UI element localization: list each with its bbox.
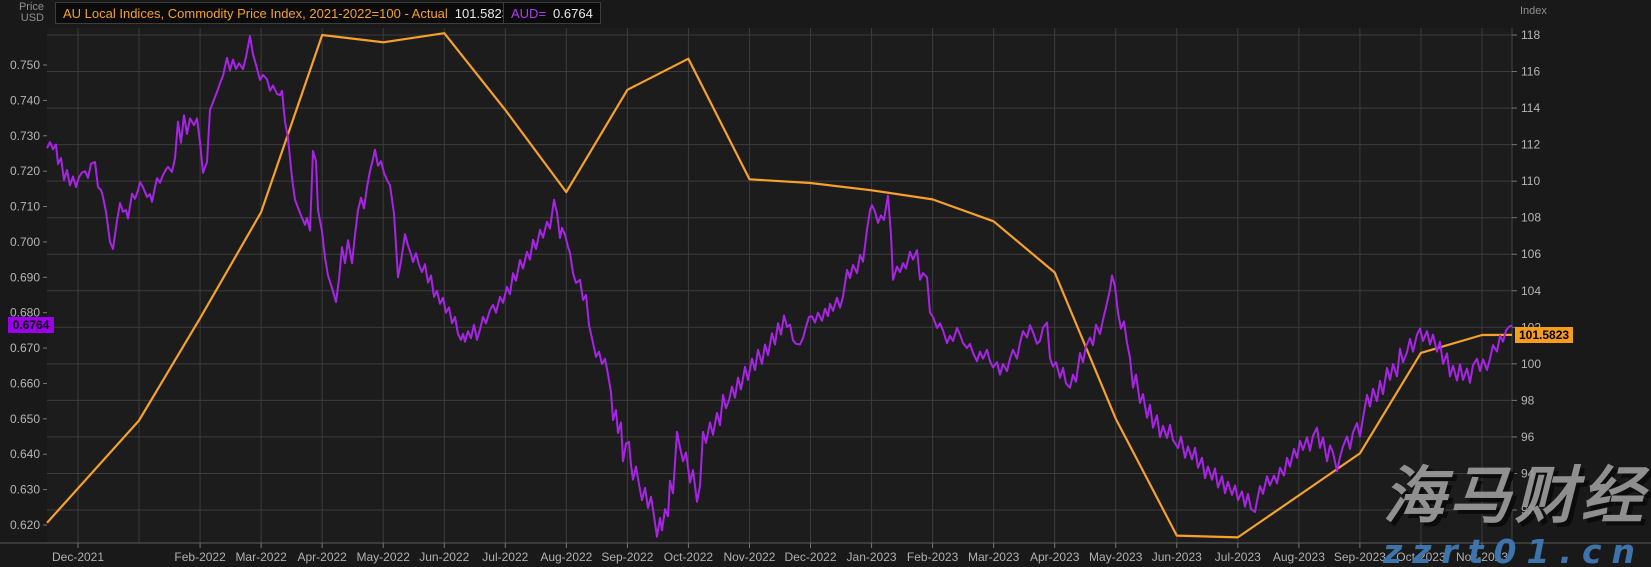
x-axis-month-label: Mar-2022 [235, 550, 287, 564]
right-axis-title: Index [1520, 5, 1547, 17]
series-legend-commodity-index[interactable]: AU Local Indices, Commodity Price Index,… [55, 2, 518, 24]
right-axis-tick-label: 108 [1521, 211, 1541, 225]
x-axis-month-label: Dec-2021 [52, 550, 104, 564]
right-axis-tick-label: 116 [1521, 65, 1540, 79]
right-axis-tick-label: 94 [1521, 466, 1535, 480]
left-axis-tick-label: 0.660 [10, 376, 40, 390]
x-axis-month-label: Oct-2022 [664, 550, 714, 564]
series1-title: AU Local Indices, Commodity Price Index,… [63, 5, 448, 21]
right-axis-tick-label: 96 [1521, 430, 1535, 444]
x-axis-month-label: Nov-2022 [723, 550, 775, 564]
x-axis-month-label: Jan-2023 [847, 550, 897, 564]
plot-background [47, 28, 1512, 543]
left-axis-tick-label: 0.630 [10, 483, 40, 497]
x-axis-month-label: Mar-2023 [968, 550, 1020, 564]
x-axis-month-label: Dec-2022 [785, 550, 837, 564]
right-axis-tick-label: 112 [1521, 138, 1540, 152]
x-axis-month-label: Apr-2023 [1030, 550, 1080, 564]
x-axis-month-label: Jun-2022 [419, 550, 469, 564]
left-axis-unit-line2: USD [20, 12, 44, 24]
x-axis-month-label: Nov-2023 [1456, 550, 1508, 564]
left-axis-tick-label: 0.710 [10, 200, 40, 214]
series2-value: 0.6764 [553, 5, 593, 21]
x-axis-month-label: Sep-2022 [601, 550, 653, 564]
left-axis-unit-label: Price USD [0, 2, 44, 24]
x-axis-month-label: Feb-2023 [907, 550, 959, 564]
right-axis-tick-label: 98 [1521, 393, 1535, 407]
index-price-flag: 101.5823 [1515, 326, 1574, 343]
x-axis-month-label: Apr-2022 [297, 550, 347, 564]
left-axis-unit-line1: Price [18, 1, 44, 13]
series-legend-aud[interactable]: AUD= 0.6764 [503, 2, 601, 24]
commodity-index-line [46, 32, 1513, 539]
x-axis-month-label: May-2022 [357, 550, 411, 564]
x-axis-month-label: Oct-2023 [1396, 550, 1446, 564]
chart-header: Price USD AU Local Indices, Commodity Pr… [0, 0, 1651, 26]
series2-label: AUD= [511, 5, 547, 21]
right-axis-tick-label: 100 [1521, 357, 1541, 371]
x-axis-month-label: Jun-2023 [1152, 550, 1202, 564]
left-axis-tick-label: 0.640 [10, 447, 40, 461]
right-axis-tick-label: 104 [1521, 284, 1541, 298]
x-axis-month-label: Jul-2023 [1215, 550, 1261, 564]
aud-line [46, 35, 1513, 538]
right-axis-tick-label: 92 [1521, 503, 1535, 517]
right-axis-tick-label: 118 [1521, 28, 1540, 42]
left-axis-tick-label: 0.690 [10, 270, 40, 284]
right-axis-tick-label: 106 [1521, 247, 1541, 261]
right-axis-tick-label: 110 [1521, 174, 1540, 188]
left-axis-tick-label: 0.700 [10, 235, 40, 249]
left-axis-tick-label: 0.650 [10, 412, 40, 426]
x-axis-month-label: Aug-2023 [1273, 550, 1325, 564]
left-axis-tick-label: 0.730 [10, 129, 40, 143]
right-axis-tick-label: 114 [1521, 101, 1540, 115]
watermark-url: zzrt01.cn [1383, 532, 1645, 567]
x-axis-month-label: Aug-2022 [540, 550, 592, 564]
x-axis-month-label: Feb-2022 [174, 550, 226, 564]
series1-value: 101.5823 [454, 5, 510, 21]
x-axis-month-label: May-2023 [1089, 550, 1143, 564]
x-axis-month-label: Sep-2023 [1334, 550, 1386, 564]
left-axis-tick-label: 0.620 [10, 518, 40, 532]
left-axis-tick-label: 0.680 [10, 306, 40, 320]
watermark-cjk: 海马财经 [1382, 459, 1647, 532]
aud-price-flag: 0.6764 [8, 317, 54, 334]
x-axis-month-label: Jul-2022 [482, 550, 528, 564]
left-axis-tick-label: 0.720 [10, 164, 40, 178]
left-axis-tick-label: 0.750 [10, 58, 40, 72]
left-axis-tick-label: 0.670 [10, 341, 40, 355]
left-axis-tick-label: 0.740 [10, 93, 40, 107]
